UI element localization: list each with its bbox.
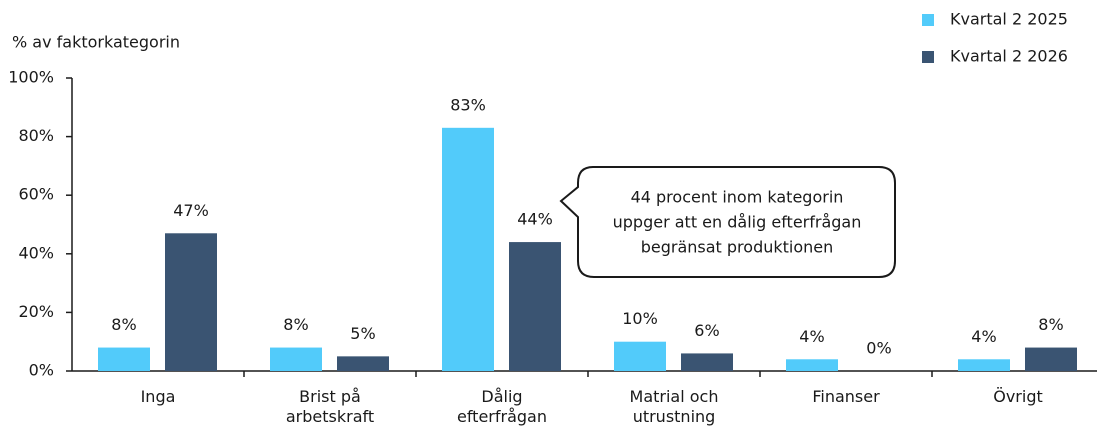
data-label: 83% — [450, 95, 486, 114]
data-label: 8% — [283, 315, 308, 334]
bar — [614, 341, 666, 371]
bar — [165, 233, 217, 371]
data-label: 10% — [622, 309, 658, 328]
data-label: 8% — [111, 315, 136, 334]
annotation-text: uppger att en dålig efterfrågan — [613, 213, 862, 232]
legend-swatch — [922, 14, 934, 26]
bar — [509, 242, 561, 371]
data-label: 0% — [866, 339, 891, 358]
x-tick-label: Övrigt — [993, 387, 1043, 406]
y-tick-label: 100% — [8, 68, 54, 87]
annotation-text: 44 procent inom kategorin — [631, 188, 844, 207]
legend-label: Kvartal 2 2026 — [950, 47, 1068, 66]
bar — [681, 353, 733, 371]
data-label: 4% — [799, 327, 824, 346]
data-label: 6% — [694, 321, 719, 340]
callout-box — [559, 166, 896, 278]
x-tick-label: Inga — [140, 387, 176, 406]
bar — [442, 127, 494, 371]
y-axis-label: % av faktorkategorin — [12, 33, 180, 52]
y-tick-label: 80% — [18, 126, 54, 145]
bar — [98, 347, 150, 371]
data-label: 5% — [350, 324, 375, 343]
data-label: 47% — [173, 201, 209, 220]
annotation-text: begränsat produktionen — [641, 238, 834, 257]
y-tick-label: 0% — [29, 361, 54, 380]
data-label: 8% — [1038, 315, 1063, 334]
x-tick-label: Matrial och utrustning — [629, 387, 719, 426]
bar — [1025, 347, 1077, 371]
data-label: 4% — [971, 327, 996, 346]
y-tick-label: 20% — [18, 302, 54, 321]
bar — [270, 347, 322, 371]
legend-label: Kvartal 2 2025 — [950, 10, 1068, 29]
bar — [337, 356, 389, 371]
bar — [786, 359, 838, 371]
x-tick-label: Brist på arbetskraft — [285, 387, 375, 426]
data-label: 44% — [517, 210, 553, 229]
bar — [958, 359, 1010, 371]
x-tick-label: Dålig efterfrågan — [456, 387, 547, 426]
legend-swatch — [922, 51, 934, 63]
y-tick-label: 60% — [18, 185, 54, 204]
y-tick-label: 40% — [18, 243, 54, 262]
x-tick-label: Finanser — [812, 387, 880, 406]
